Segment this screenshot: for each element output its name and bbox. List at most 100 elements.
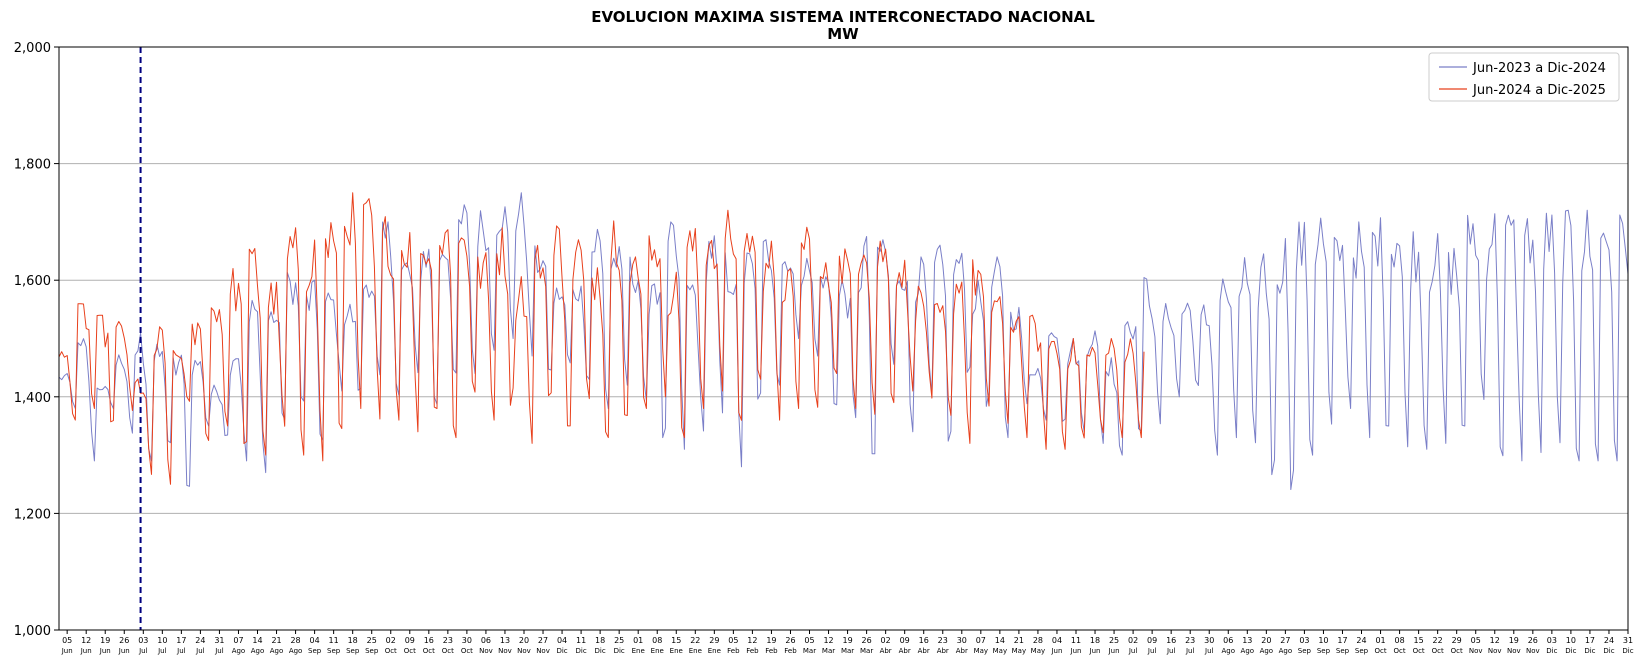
x-tick-month: Dic [1603, 647, 1614, 655]
x-tick-day: 20 [519, 636, 529, 645]
x-tick-day: 30 [462, 636, 472, 645]
x-tick-month: Ene [651, 647, 664, 655]
x-tick-day: 07 [233, 636, 243, 645]
x-tick-month: Dic [1584, 647, 1595, 655]
x-tick-month: Jul [176, 647, 186, 655]
x-tick-month: Jun [118, 647, 130, 655]
x-tick-month: Sep [1355, 647, 1369, 655]
legend-label-series-1: Jun-2023 a Dic-2024 [1472, 61, 1606, 76]
x-axis: 05 Jun 12 Jun 19 Jun 26 Jun 03 Jul 10 Jul 17 Jul 24 Jul… [61, 630, 1634, 655]
x-tick-month: Ago [1222, 647, 1236, 655]
x-tick-day: 16 [1166, 636, 1176, 645]
y-tick-label: 2,000 [14, 41, 51, 56]
series-layer [58, 192, 1629, 490]
x-tick-day: 08 [1394, 636, 1404, 645]
gridlines [59, 46, 1628, 631]
x-tick-month: Sep [327, 647, 341, 655]
x-tick-month: Ago [251, 647, 265, 655]
x-tick-day: 05 [62, 636, 72, 645]
legend-box [1428, 52, 1620, 102]
x-tick-month: Jul [1128, 647, 1138, 655]
x-tick-day: 06 [481, 636, 491, 645]
x-tick-month: Oct [1451, 647, 1463, 655]
x-tick-month: Oct [1394, 647, 1406, 655]
x-tick-day: 31 [214, 636, 224, 645]
x-tick-day: 09 [1147, 636, 1157, 645]
x-tick-month: Feb [784, 647, 797, 655]
x-tick-day: 19 [842, 636, 852, 645]
x-tick-month: Abr [918, 647, 930, 655]
legend: Jun-2023 a Dic-2024 Jun-2024 a Dic-2025 [1428, 52, 1620, 102]
x-tick-month: Sep [346, 647, 360, 655]
chart-title: EVOLUCION MAXIMA SISTEMA INTERCONECTADO … [591, 8, 1095, 26]
x-tick-day: 10 [157, 636, 167, 645]
x-tick-day: 05 [728, 636, 738, 645]
x-tick-month: Ago [232, 647, 246, 655]
x-tick-day: 21 [271, 636, 281, 645]
x-tick-day: 26 [1528, 636, 1538, 645]
x-tick-month: Ene [632, 647, 645, 655]
x-tick-month: Mar [803, 647, 816, 655]
x-tick-month: Sep [365, 647, 379, 655]
x-tick-month: Jul [195, 647, 205, 655]
x-tick-day: 31 [1623, 636, 1633, 645]
x-tick-day: 10 [1318, 636, 1328, 645]
x-tick-day: 17 [1585, 636, 1595, 645]
x-tick-month: Nov [1469, 647, 1483, 655]
x-tick-day: 02 [881, 636, 891, 645]
x-tick-month: Oct [423, 647, 435, 655]
x-tick-month: Ene [708, 647, 721, 655]
x-tick-month: Dic [575, 647, 586, 655]
x-tick-month: Sep [308, 647, 322, 655]
x-tick-day: 16 [424, 636, 434, 645]
x-tick-month: Nov [536, 647, 550, 655]
x-tick-day: 07 [976, 636, 986, 645]
x-tick-day: 25 [367, 636, 377, 645]
x-tick-month: May [974, 647, 988, 655]
x-tick-day: 30 [957, 636, 967, 645]
legend-label-series-2: Jun-2024 a Dic-2025 [1472, 83, 1606, 98]
x-tick-day: 17 [1337, 636, 1347, 645]
plot-frame [58, 46, 1629, 631]
y-axis: 1,000 1,200 1,400 1,600 1,800 2,000 [14, 41, 59, 639]
x-tick-month: Nov [1526, 647, 1540, 655]
x-tick-day: 18 [348, 636, 358, 645]
x-tick-month: Dic [614, 647, 625, 655]
x-tick-day: 10 [1566, 636, 1576, 645]
x-tick-day: 11 [329, 636, 339, 645]
x-tick-day: 19 [1509, 636, 1519, 645]
x-tick-month: Ene [689, 647, 702, 655]
series-line-1 [58, 192, 1629, 490]
x-tick-month: Dic [595, 647, 606, 655]
x-tick-day: 22 [1433, 636, 1443, 645]
x-tick-day: 23 [1185, 636, 1195, 645]
x-tick-month: Dic [556, 647, 567, 655]
x-tick-day: 26 [119, 636, 129, 645]
x-tick-day: 14 [995, 636, 1005, 645]
x-tick-month: Dic [1546, 647, 1557, 655]
x-tick-day: 28 [1033, 636, 1043, 645]
x-tick-month: Nov [479, 647, 493, 655]
x-tick-day: 27 [538, 636, 548, 645]
x-tick-day: 04 [310, 636, 320, 645]
x-tick-day: 17 [176, 636, 186, 645]
x-tick-day: 02 [386, 636, 396, 645]
x-tick-month: Sep [1317, 647, 1331, 655]
x-tick-day: 22 [690, 636, 700, 645]
x-tick-day: 18 [1090, 636, 1100, 645]
x-tick-day: 12 [747, 636, 757, 645]
x-tick-month: Oct [1413, 647, 1425, 655]
x-tick-month: Mar [841, 647, 854, 655]
x-tick-month: Jul [138, 647, 148, 655]
x-tick-day: 21 [1014, 636, 1024, 645]
x-tick-month: Abr [880, 647, 892, 655]
x-tick-day: 11 [576, 636, 586, 645]
x-tick-month: Ago [1241, 647, 1255, 655]
x-tick-month: Dic [1622, 647, 1633, 655]
x-tick-month: Ago [1260, 647, 1274, 655]
x-tick-month: May [993, 647, 1007, 655]
x-tick-month: Jul [1185, 647, 1195, 655]
x-tick-month: Sep [1336, 647, 1350, 655]
x-tick-month: Jul [157, 647, 167, 655]
x-tick-month: Jun [1089, 647, 1101, 655]
